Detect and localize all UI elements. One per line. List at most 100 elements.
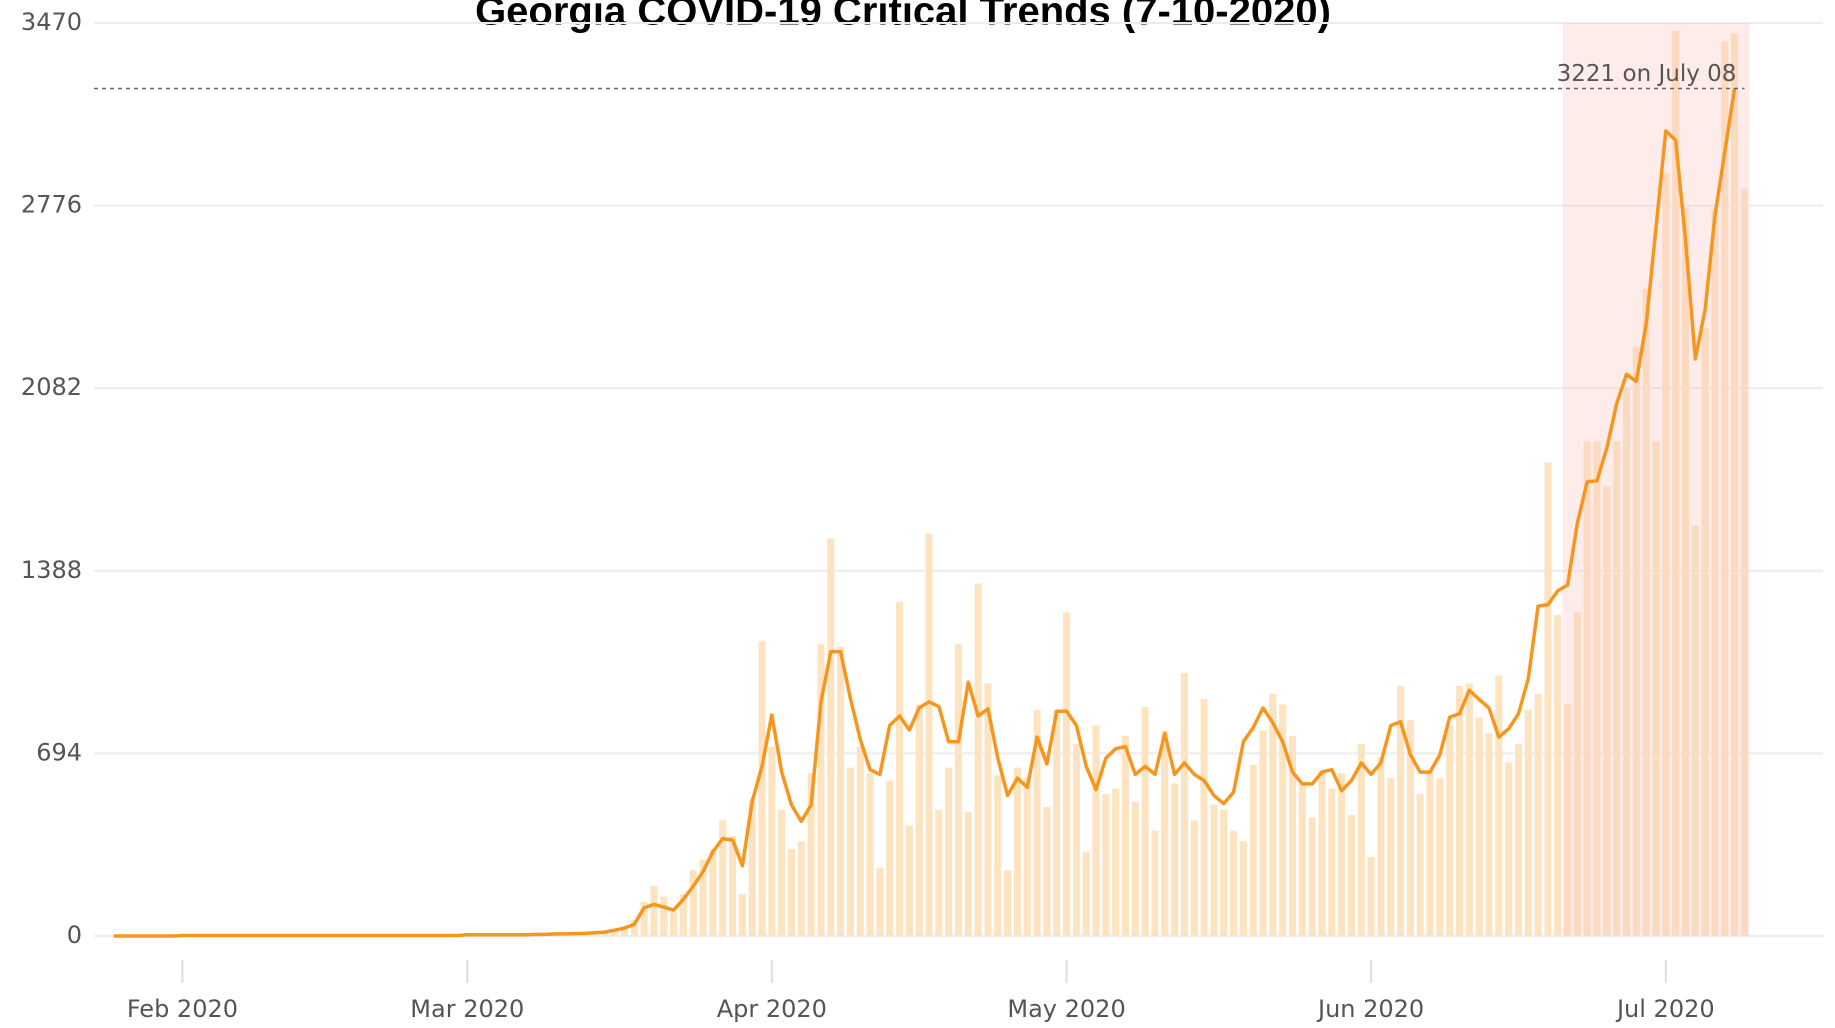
bar	[1190, 820, 1198, 936]
bar	[1220, 809, 1228, 936]
bar	[1357, 743, 1365, 936]
bar	[1740, 188, 1748, 936]
bar	[1603, 486, 1611, 936]
bar	[630, 920, 638, 936]
bar	[1632, 346, 1640, 936]
bar	[748, 799, 756, 936]
bar	[729, 836, 737, 936]
bar	[1279, 704, 1287, 936]
bar	[670, 912, 678, 936]
bar	[827, 538, 835, 936]
bar	[1347, 814, 1355, 936]
bar	[1092, 725, 1100, 936]
bar	[1180, 672, 1188, 936]
bar	[1063, 612, 1071, 936]
bar	[886, 780, 894, 936]
bar	[709, 849, 717, 936]
bar	[689, 870, 697, 936]
bar	[1338, 772, 1346, 936]
bar	[1711, 209, 1719, 936]
bar	[837, 646, 845, 936]
bar	[1721, 41, 1729, 937]
bar	[620, 928, 629, 936]
bar	[1701, 328, 1709, 936]
bar	[954, 643, 963, 936]
bar	[1033, 709, 1041, 936]
bar	[1171, 783, 1179, 936]
bar	[856, 746, 864, 936]
bar	[797, 841, 805, 936]
bar	[1662, 172, 1670, 936]
bar	[896, 601, 904, 936]
bar	[1642, 288, 1650, 936]
bar	[611, 929, 619, 936]
bar	[1593, 441, 1601, 936]
bar	[866, 772, 874, 936]
chart-title: Georgia COVID-19 Critical Trends (7-10-2…	[475, 0, 1331, 34]
bar	[994, 775, 1002, 936]
bar	[1583, 441, 1591, 936]
bar	[974, 583, 982, 936]
bar	[1230, 830, 1238, 936]
bar	[1544, 462, 1552, 936]
bar	[591, 933, 599, 936]
x-tick-label: Jun 2020	[1316, 995, 1424, 1023]
bar	[1573, 612, 1581, 936]
bar	[1131, 801, 1139, 936]
bar	[1387, 778, 1395, 936]
bar	[1210, 804, 1218, 936]
bar	[1534, 693, 1542, 936]
bar	[601, 932, 609, 936]
bar	[876, 867, 884, 936]
bar	[1072, 743, 1080, 936]
bar	[905, 825, 913, 936]
bar	[650, 886, 658, 936]
bar	[1691, 525, 1699, 936]
bar	[1013, 767, 1021, 936]
x-tick-label: Mar 2020	[410, 995, 524, 1023]
bar	[1141, 707, 1149, 936]
x-tick-label: May 2020	[1007, 995, 1125, 1023]
bar	[1564, 704, 1572, 936]
bar	[640, 901, 648, 936]
bar	[1318, 770, 1326, 936]
bar	[1269, 693, 1277, 936]
bar	[935, 809, 943, 936]
bar	[1239, 841, 1247, 936]
bar	[1622, 388, 1631, 937]
y-tick-label: 1388	[21, 556, 82, 584]
highlight-band	[1562, 23, 1750, 936]
bar	[1406, 720, 1414, 936]
bar	[1288, 736, 1297, 936]
x-tick-label: Apr 2020	[717, 995, 827, 1023]
bar	[807, 772, 815, 936]
annotation-label: 3221 on July 08	[1557, 61, 1737, 87]
bar	[1446, 725, 1454, 936]
bar	[1554, 615, 1562, 936]
bar	[1495, 675, 1503, 936]
bar	[699, 859, 707, 936]
bar	[984, 683, 992, 936]
y-tick-label: 2776	[21, 191, 82, 219]
bar	[1652, 441, 1660, 936]
bar	[1112, 788, 1120, 936]
bar	[846, 767, 854, 936]
bar	[915, 704, 923, 936]
bar	[1397, 686, 1405, 936]
bar	[1200, 699, 1208, 936]
bar	[1426, 772, 1434, 936]
bar	[1731, 33, 1739, 937]
bar	[1043, 807, 1051, 936]
bar	[817, 643, 825, 936]
bar	[1436, 778, 1444, 936]
bar	[1053, 709, 1061, 936]
bar	[1514, 743, 1522, 936]
bar	[1505, 762, 1513, 936]
x-tick-label: Feb 2020	[127, 995, 238, 1023]
y-tick-label: 0	[67, 921, 82, 949]
y-tick-label: 694	[36, 738, 82, 766]
y-tick-label: 2082	[21, 373, 82, 401]
bar	[778, 809, 786, 936]
